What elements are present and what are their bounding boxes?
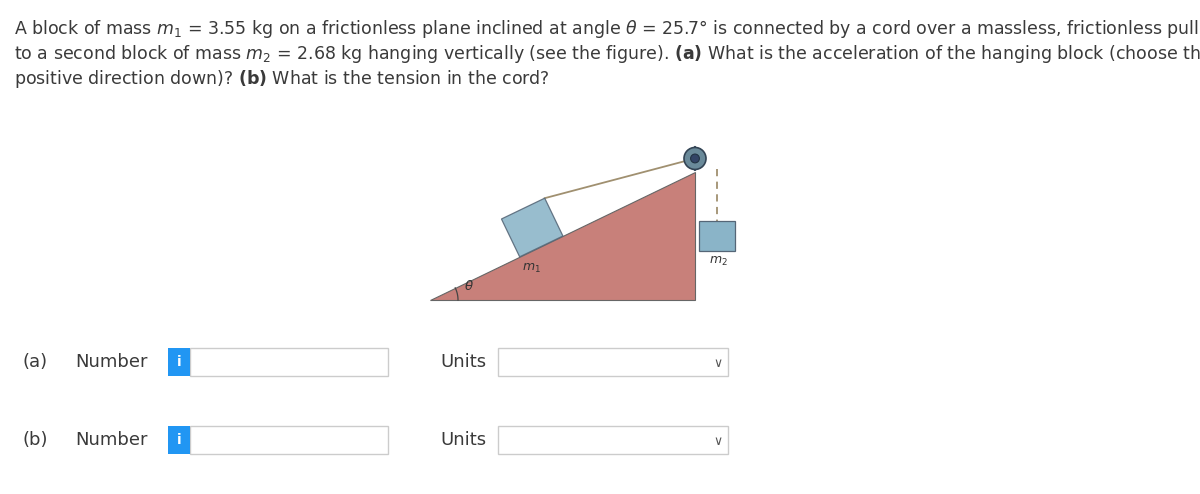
- Circle shape: [691, 154, 700, 163]
- Text: $m_1$: $m_1$: [522, 261, 541, 275]
- Bar: [498, 426, 728, 454]
- Text: Units: Units: [440, 353, 486, 371]
- Text: to a second block of mass $m_2$ = 2.68 kg hanging vertically (see the figure). $: to a second block of mass $m_2$ = 2.68 k…: [14, 43, 1200, 65]
- Text: i: i: [176, 355, 181, 369]
- Bar: [168, 426, 190, 454]
- Text: $\theta$: $\theta$: [464, 279, 474, 293]
- Bar: [168, 348, 190, 376]
- Text: $m_2$: $m_2$: [709, 254, 727, 268]
- Text: ∨: ∨: [714, 357, 722, 370]
- Text: i: i: [176, 433, 181, 447]
- Bar: [190, 426, 388, 454]
- Text: Number: Number: [74, 353, 148, 371]
- Bar: [190, 348, 388, 376]
- Bar: [698, 221, 734, 251]
- Text: ∨: ∨: [714, 435, 722, 448]
- Text: A block of mass $m_1$ = 3.55 kg on a frictionless plane inclined at angle $\thet: A block of mass $m_1$ = 3.55 kg on a fri…: [14, 18, 1200, 40]
- Text: positive direction down)? $\mathbf{(b)}$ What is the tension in the cord?: positive direction down)? $\mathbf{(b)}$…: [14, 68, 550, 90]
- Text: (b): (b): [22, 431, 48, 449]
- Polygon shape: [502, 198, 563, 257]
- Text: Units: Units: [440, 431, 486, 449]
- Bar: [498, 348, 728, 376]
- Text: Number: Number: [74, 431, 148, 449]
- Text: (a): (a): [22, 353, 47, 371]
- Polygon shape: [430, 172, 695, 300]
- Circle shape: [684, 148, 706, 169]
